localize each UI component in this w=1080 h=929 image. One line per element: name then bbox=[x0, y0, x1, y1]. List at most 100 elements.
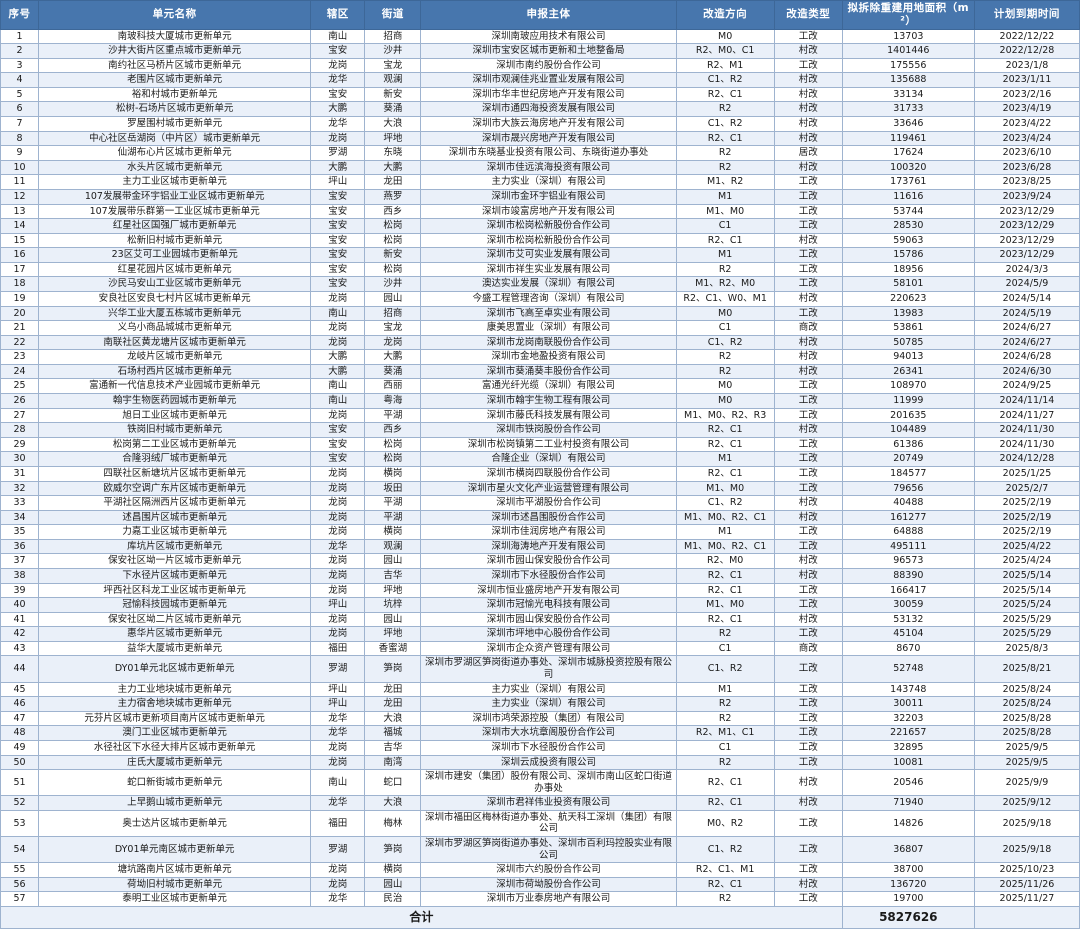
table-row[interactable]: 53 奥士达片区城市更新单元 福田 梅林 深圳市福田区梅林街道办事处、航天科工深圳（集团… bbox=[0, 809, 1080, 837]
cell-deadline: 2024/6/30 bbox=[973, 363, 1080, 380]
cell-deadline: 2025/2/19 bbox=[973, 524, 1080, 540]
table-row[interactable]: 9 仙湖布心片区城市更新单元 罗湖 东晓 深圳市东晓基业投资有限公司、东晓街道办事处 R2… bbox=[0, 145, 1080, 161]
table-row[interactable]: 42 惠华片区城市更新单元 龙岗 坪地 深圳市坪地中心股份合作公司 R2 工改 45104 20… bbox=[0, 626, 1080, 642]
table-row[interactable]: 44 DY01单元北区城市更新单元 罗湖 笋岗 深圳市罗湖区笋岗街道办事处、深圳市城脉投… bbox=[0, 655, 1080, 683]
table-row[interactable]: 4 老围片区城市更新单元 龙华 观澜 深圳市观澜佳兆业置业发展有限公司 C1、R2 村改 13… bbox=[0, 72, 1080, 88]
table-row[interactable]: 21 义乌小商品城城市更新单元 龙岗 宝龙 康美思置业（深圳）有限公司 C1 商改 53861… bbox=[0, 320, 1080, 336]
table-row[interactable]: 16 23区艾可工业园城市更新单元 宝安 新安 深圳市艾可实业发展有限公司 M1 工改 157… bbox=[0, 247, 1080, 263]
table-row[interactable]: 14 红星社区国强厂城市更新单元 宝安 松岗 深圳市松岗松新股份合作公司 C1 工改 2853… bbox=[0, 218, 1080, 234]
table-row[interactable]: 46 主力宿舍地块城市更新单元 坪山 龙田 主力实业（深圳）有限公司 R2 工改 30011 2… bbox=[0, 696, 1080, 712]
table-row[interactable]: 5 裕和村城市更新单元 宝安 新安 深圳市华丰世纪房地产开发有限公司 R2、C1 村改 331… bbox=[0, 86, 1080, 103]
table-row[interactable]: 28 铁岗旧村城市更新单元 宝安 西乡 深圳市铁岗股份合作公司 R2、C1 村改 104489… bbox=[0, 422, 1080, 438]
cell-street: 坪地 bbox=[364, 130, 422, 147]
table-row[interactable]: 36 库坑片区城市更新单元 龙华 观澜 深圳海涛地产开发有限公司 M1、M0、R2、C1 工… bbox=[0, 538, 1080, 555]
cell-applicant: 合隆企业（深圳）有限公司 bbox=[420, 451, 677, 467]
table-row[interactable]: 57 泰明工业区城市更新单元 龙华 民治 深圳市万业泰房地产有限公司 R2 工改 19700 2… bbox=[0, 891, 1080, 907]
column-header-street[interactable]: 街道 bbox=[364, 0, 422, 30]
table-row[interactable]: 17 红星花园片区城市更新单元 宝安 松岗 深圳市祥生实业发展有限公司 R2 工改 18956… bbox=[0, 261, 1080, 278]
table-row[interactable]: 50 庄氏大厦城市更新单元 龙岗 南湾 深圳云成投资有限公司 R2 工改 10081 2025/… bbox=[0, 754, 1080, 771]
table-row[interactable]: 48 澳门工业区城市更新单元 龙华 福城 深圳市大水坑章阁股份合作公司 R2、M1、C1 工… bbox=[0, 725, 1080, 741]
table-row[interactable]: 34 述昌围片区城市更新单元 龙岗 平湖 深圳市述昌围股份合作公司 M1、M0、R2、C1… bbox=[0, 509, 1080, 526]
cell-street: 龙田 bbox=[364, 681, 422, 698]
table-row[interactable]: 39 坪西社区科龙工业区城市更新单元 龙岗 坪地 深圳市恒业盛房地产开发有限公司 R2、C… bbox=[0, 582, 1080, 599]
table-row[interactable]: 52 上早鹅山城市更新单元 龙华 大浪 深圳市君祥伟业投资有限公司 R2、C1 村改 7194… bbox=[0, 795, 1080, 811]
cell-index: 11 bbox=[0, 174, 40, 190]
table-row[interactable]: 45 主力工业地块城市更新单元 坪山 龙田 主力实业（深圳）有限公司 M1 工改 143748… bbox=[0, 681, 1080, 698]
cell-unit-name: 沙民马安山工业区城市更新单元 bbox=[38, 276, 312, 292]
table-row[interactable]: 6 松树-石场片区城市更新单元 大鹏 葵涌 深圳市通四海投资发展有限公司 R2 村改 3173… bbox=[0, 101, 1080, 118]
column-header-applicant[interactable]: 申报主体 bbox=[420, 0, 677, 30]
column-header-direction[interactable]: 改造方向 bbox=[675, 0, 775, 30]
table-row[interactable]: 8 中心社区岳湖岗（中片区）城市更新单元 龙岗 坪地 深圳市晟兴房地产开发有限公司 R2、… bbox=[0, 130, 1080, 147]
table-row[interactable]: 35 力嘉工业区城市更新单元 龙岗 横岗 深圳市佳润房地产有限公司 M1 工改 64888 20… bbox=[0, 524, 1080, 540]
table-row[interactable]: 49 水径社区下水径大排片区城市更新单元 龙岗 吉华 深圳市下水径股份合作公司 C1 工改 3… bbox=[0, 739, 1080, 756]
table-row[interactable]: 40 冠愉科技园城市更新单元 坪山 坑梓 深圳市冠愉光电科技有限公司 M1、M0 工改 300… bbox=[0, 597, 1080, 613]
cell-unit-name: 荷坳旧村城市更新单元 bbox=[38, 876, 312, 893]
cell-deadline: 2022/12/28 bbox=[973, 43, 1080, 59]
column-header-type[interactable]: 改造类型 bbox=[773, 0, 843, 30]
table-row[interactable]: 19 安良社区安良七村片区城市更新单元 龙岗 园山 今盛工程管理咨询（深圳）有限公司 R2… bbox=[0, 291, 1080, 307]
table-row[interactable]: 26 翰宇生物医药园城市更新单元 南山 粤海 深圳市翰宇生物工程有限公司 M0 工改 1199… bbox=[0, 393, 1080, 409]
table-row[interactable]: 22 南联社区黄龙塘片区城市更新单元 龙岗 龙岗 深圳市龙岗南联股份合作公司 C1、R2 村… bbox=[0, 334, 1080, 351]
table-row[interactable]: 33 平湖社区隔洲西片区城市更新单元 龙岗 平湖 深圳市平湖股份合作公司 C1、R2 村改 4… bbox=[0, 495, 1080, 511]
table-row[interactable]: 2 沙井大街片区重点城市更新单元 宝安 沙井 深圳市宝安区城市更新和土地整备局 R2、M0… bbox=[0, 43, 1080, 59]
table-row[interactable]: 25 富通新一代信息技术产业园城市更新单元 南山 西丽 富通光纤光缆（深圳）有限公司 M0… bbox=[0, 378, 1080, 395]
cell-area: 135688 bbox=[841, 72, 975, 88]
table-row[interactable]: 20 兴华工业大厦五栋城市更新单元 南山 招商 深圳市飞高至卓实业有限公司 M0 工改 139… bbox=[0, 305, 1080, 322]
table-row[interactable]: 18 沙民马安山工业区城市更新单元 宝安 沙井 澳达实业发展（深圳）有限公司 M1、R2、… bbox=[0, 276, 1080, 292]
cell-street: 松岗 bbox=[364, 232, 422, 249]
table-row[interactable]: 1 南玻科技大厦城市更新单元 南山 招商 深圳南玻应用技术有限公司 M0 工改 13703 20… bbox=[0, 28, 1080, 45]
cell-applicant: 深圳市鸿荣源控股（集团）有限公司 bbox=[420, 710, 677, 727]
cell-deadline: 2023/6/10 bbox=[973, 145, 1080, 161]
table-row[interactable]: 27 旭日工业区城市更新单元 龙岗 平湖 深圳市藤氏科技发展有限公司 M1、M0、R2、R… bbox=[0, 407, 1080, 424]
cell-area: 104489 bbox=[841, 422, 975, 438]
table-row[interactable]: 32 欧威尔空调广东片区城市更新单元 龙岗 坂田 深圳市星火文化产业运营管理有限公司 M1… bbox=[0, 480, 1080, 497]
table-row[interactable]: 30 合隆羽绒厂城市更新单元 宝安 松岗 合隆企业（深圳）有限公司 M1 工改 20749 20… bbox=[0, 451, 1080, 467]
cell-type: 工改 bbox=[773, 261, 843, 278]
table-row[interactable]: 31 四联社区新塘坑片区城市更新单元 龙岗 横岗 深圳市横岗四联股份合作公司 R2、C1 工… bbox=[0, 465, 1080, 482]
table-row[interactable]: 43 益华大厦城市更新单元 福田 香蜜湖 深圳市企众资产管理有限公司 C1 商改 8670 20… bbox=[0, 640, 1080, 657]
cell-unit-name: 松岗第二工业区城市更新单元 bbox=[38, 436, 312, 453]
cell-deadline: 2024/12/28 bbox=[973, 451, 1080, 467]
table-row[interactable]: 55 塘坑路南片区城市更新单元 龙岗 横岗 深圳市六约股份合作公司 R2、C1、M1 工改 3… bbox=[0, 862, 1080, 878]
table-row[interactable]: 23 龙岐片区城市更新单元 大鹏 大鹏 深圳市金地盈投资有限公司 R2 村改 94013 202… bbox=[0, 349, 1080, 365]
table-row[interactable]: 15 松新旧村城市更新单元 宝安 松岗 深圳市松岗松新股份合作公司 R2、C1 村改 5906… bbox=[0, 232, 1080, 249]
table-row[interactable]: 12 107发展带金环宇铝业工业区城市更新单元 宝安 燕罗 深圳市金环宇铝业有限公司 M1… bbox=[0, 188, 1080, 205]
column-header-area[interactable]: 拟拆除重建用地面积（m²） bbox=[841, 0, 975, 30]
column-header-index[interactable]: 序号 bbox=[0, 0, 40, 30]
cell-district: 宝安 bbox=[310, 188, 366, 205]
table-row[interactable]: 41 保安社区坳二片区城市更新单元 龙岗 园山 深圳市园山保安股份合作公司 R2、C1 村改… bbox=[0, 611, 1080, 628]
table-row[interactable]: 29 松岗第二工业区城市更新单元 宝安 松岗 深圳市松岗镇第二工业村投资有限公司 R2、C… bbox=[0, 436, 1080, 453]
cell-applicant: 今盛工程管理咨询（深圳）有限公司 bbox=[420, 291, 677, 307]
cell-area: 495111 bbox=[841, 538, 975, 555]
table-row[interactable]: 54 DY01单元南区城市更新单元 罗湖 笋岗 深圳市罗湖区笋岗街道办事处、深圳市百利玛… bbox=[0, 835, 1080, 864]
cell-deadline: 2023/4/22 bbox=[973, 116, 1080, 132]
column-header-deadline[interactable]: 计划到期时间 bbox=[973, 0, 1080, 30]
cell-unit-name: 23区艾可工业园城市更新单元 bbox=[38, 247, 312, 263]
table-row[interactable]: 11 主力工业区城市更新单元 坪山 龙田 主力实业（深圳）有限公司 M1、R2 工改 1737… bbox=[0, 174, 1080, 190]
cell-district: 大鹏 bbox=[310, 349, 366, 365]
table-row[interactable]: 24 石场村西片区城市更新单元 大鹏 葵涌 深圳市葵涌葵丰股份合作公司 R2 村改 26341… bbox=[0, 363, 1080, 380]
cell-deadline: 2024/6/28 bbox=[973, 349, 1080, 365]
column-header-district[interactable]: 辖区 bbox=[310, 0, 366, 30]
table-row[interactable]: 51 蛇口新街城市更新单元 南山 蛇口 深圳市建安（集团）股份有限公司、深圳市南山区蛇口… bbox=[0, 769, 1080, 797]
cell-direction: C1、R2 bbox=[675, 72, 775, 88]
cell-applicant: 深圳市宝安区城市更新和土地整备局 bbox=[420, 43, 677, 59]
cell-applicant: 深圳市平湖股份合作公司 bbox=[420, 495, 677, 511]
table-row[interactable]: 56 荷坳旧村城市更新单元 龙岗 园山 深圳市荷坳股份合作公司 R2、C1 村改 136720… bbox=[0, 876, 1080, 893]
cell-street: 坪地 bbox=[364, 626, 422, 642]
table-row[interactable]: 3 南约社区马桥片区城市更新单元 龙岗 宝龙 深圳市南约股份合作公司 R2、M1 工改 175… bbox=[0, 57, 1080, 74]
table-row[interactable]: 7 罗屋围村城市更新单元 龙华 大浪 深圳市大族云海房地产开发有限公司 C1、R2 村改 33… bbox=[0, 116, 1080, 132]
cell-unit-name: 述昌围片区城市更新单元 bbox=[38, 509, 312, 526]
cell-district: 龙岗 bbox=[310, 407, 366, 424]
column-header-unit-name[interactable]: 单元名称 bbox=[38, 0, 312, 30]
cell-area: 88390 bbox=[841, 567, 975, 584]
cell-unit-name: 富通新一代信息技术产业园城市更新单元 bbox=[38, 378, 312, 395]
table-row[interactable]: 47 元芬片区城市更新项目南片区城市更新单元 龙华 大浪 深圳市鸿荣源控股（集团）有限公… bbox=[0, 710, 1080, 727]
table-row[interactable]: 37 保安社区坳一片区城市更新单元 龙岗 园山 深圳市园山保安股份合作公司 R2、M0 村改… bbox=[0, 553, 1080, 569]
cell-type: 工改 bbox=[773, 305, 843, 322]
table-row[interactable]: 38 下水径片区城市更新单元 龙岗 吉华 深圳市下水径股份合作公司 R2、C1 村改 8839… bbox=[0, 567, 1080, 584]
table-row[interactable]: 13 107发展带乐群第一工业区城市更新单元 宝安 西乡 深圳市竣富房地产开发有限公司 M… bbox=[0, 203, 1080, 220]
table-row[interactable]: 10 水头片区城市更新单元 大鹏 大鹏 深圳市佳远滨海投资有限公司 R2 村改 100320 2… bbox=[0, 159, 1080, 176]
cell-area: 173761 bbox=[841, 174, 975, 190]
